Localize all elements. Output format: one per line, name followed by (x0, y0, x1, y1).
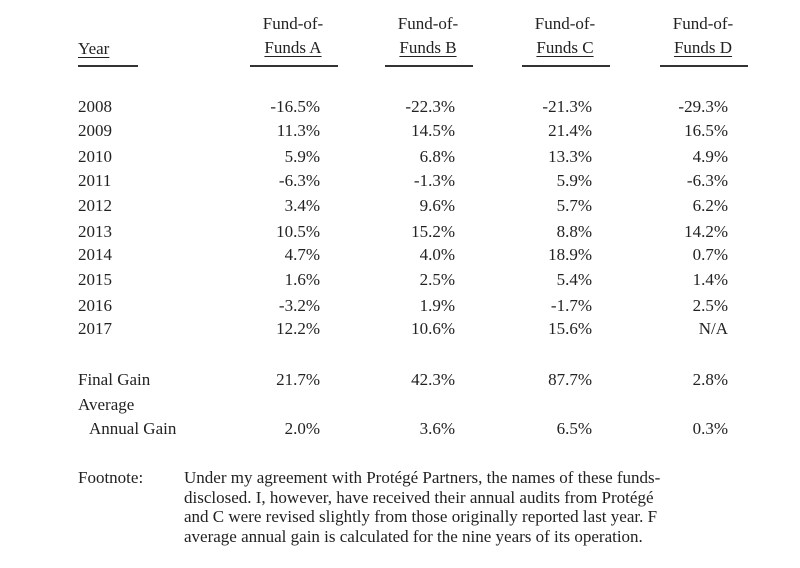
avg-gain-fund-c: 6.5% (556, 419, 592, 438)
fund-c-cell: 5.9% (556, 171, 592, 190)
fund-b-cell: 10.6% (411, 319, 455, 338)
fund-d-cell: 16.5% (684, 121, 728, 140)
fund-a-header-line1: Fund-of- (262, 14, 324, 33)
fund-c-cell: 5.4% (556, 270, 592, 289)
final-gain-fund-a: 21.7% (276, 370, 320, 389)
footnote-label: Footnote: (78, 468, 144, 487)
final-gain-fund-d: 2.8% (692, 370, 728, 389)
average-annual-gain-label-line1: Average (78, 395, 135, 414)
row-year: 2016 (78, 296, 112, 315)
fund-d-header: Fund-of- Funds D (658, 12, 748, 60)
fund-a-cell: 10.5% (276, 222, 320, 241)
fund-a-cell: 11.3% (276, 121, 320, 140)
fund-a-header: Fund-of- Funds A (248, 12, 338, 60)
fund-d-cell: 6.2% (692, 196, 728, 215)
fund-d-cell: -29.3% (678, 97, 728, 116)
fund-b-cell: 14.5% (411, 121, 455, 140)
row-year: 2010 (78, 147, 112, 166)
row-year: 2017 (78, 319, 112, 338)
footnote-line: average annual gain is calculated for th… (184, 527, 643, 546)
fund-c-cell: 8.8% (556, 222, 592, 241)
year-header-rule (78, 65, 138, 67)
fund-d-cell: N/A (698, 319, 728, 338)
fund-d-header-line2: Funds D (673, 38, 733, 57)
fund-d-cell: 0.7% (692, 245, 728, 264)
row-year: 2012 (78, 196, 112, 215)
fund-c-header-line1: Fund-of- (534, 14, 596, 33)
fund-d-cell: -6.3% (686, 171, 728, 190)
row-year: 2015 (78, 270, 112, 289)
fund-b-cell: -1.3% (413, 171, 455, 190)
fund-c-header-rule (522, 65, 610, 67)
fund-a-cell: 12.2% (276, 319, 320, 338)
fund-a-cell: -3.2% (278, 296, 320, 315)
fund-c-cell: 5.7% (556, 196, 592, 215)
avg-gain-fund-a: 2.0% (284, 419, 320, 438)
fund-c-cell: 13.3% (548, 147, 592, 166)
fund-c-cell: -1.7% (550, 296, 592, 315)
fund-b-header: Fund-of- Funds B (383, 12, 473, 60)
fund-b-cell: 6.8% (419, 147, 455, 166)
fund-a-cell: -6.3% (278, 171, 320, 190)
fund-b-cell: 15.2% (411, 222, 455, 241)
fund-c-cell: 21.4% (548, 121, 592, 140)
final-gain-fund-c: 87.7% (548, 370, 592, 389)
row-year: 2011 (78, 171, 112, 190)
row-year: 2013 (78, 222, 112, 241)
avg-gain-fund-b: 3.6% (419, 419, 455, 438)
footnote-line: Under my agreement with Protégé Partners… (184, 468, 661, 487)
fund-d-cell: 1.4% (692, 270, 728, 289)
fund-b-cell: 1.9% (419, 296, 455, 315)
fund-a-cell: 3.4% (284, 196, 320, 215)
fund-a-cell: 4.7% (284, 245, 320, 264)
fund-d-cell: 2.5% (692, 296, 728, 315)
fund-c-header: Fund-of- Funds C (520, 12, 610, 60)
fund-b-cell: -22.3% (405, 97, 455, 116)
fund-b-header-line1: Fund-of- (397, 14, 459, 33)
fund-b-cell: 2.5% (419, 270, 455, 289)
average-annual-gain-label-line2: Annual Gain (89, 419, 177, 438)
footnote-line: and C were revised slightly from those o… (184, 507, 658, 526)
fund-c-header-line2: Funds C (536, 38, 594, 57)
fund-b-cell: 9.6% (419, 196, 455, 215)
fund-d-cell: 14.2% (684, 222, 728, 241)
fund-d-header-rule (660, 65, 748, 67)
row-year: 2009 (78, 121, 112, 140)
footnote-line: disclosed. I, however, have received the… (184, 488, 654, 507)
year-column-header: Year (78, 39, 110, 58)
fund-a-cell: 5.9% (284, 147, 320, 166)
fund-a-cell: 1.6% (284, 270, 320, 289)
fund-a-cell: -16.5% (270, 97, 320, 116)
fund-c-cell: 18.9% (548, 245, 592, 264)
fund-d-cell: 4.9% (692, 147, 728, 166)
final-gain-label: Final Gain (78, 370, 151, 389)
fund-b-cell: 4.0% (419, 245, 455, 264)
fund-c-cell: -21.3% (542, 97, 592, 116)
row-year: 2014 (78, 245, 112, 264)
fund-b-header-line2: Funds B (399, 38, 457, 57)
fund-c-cell: 15.6% (548, 319, 592, 338)
fund-a-header-line2: Funds A (264, 38, 322, 57)
avg-gain-fund-d: 0.3% (692, 419, 728, 438)
final-gain-fund-b: 42.3% (411, 370, 455, 389)
fund-a-header-rule (250, 65, 338, 67)
fund-d-header-line1: Fund-of- (672, 14, 734, 33)
fund-b-header-rule (385, 65, 473, 67)
row-year: 2008 (78, 97, 112, 116)
